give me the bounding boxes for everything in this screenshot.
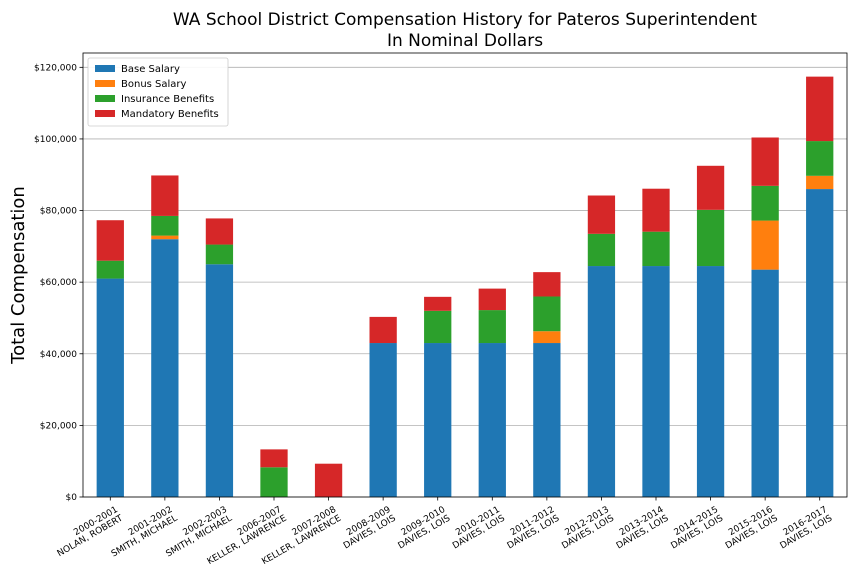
legend-label: Base Salary [121, 64, 180, 75]
bar-segment-base-salary [151, 239, 179, 497]
legend-swatch [95, 95, 115, 102]
bar-segment-insurance-benefits [96, 260, 124, 279]
y-tick-label: $0 [66, 493, 78, 503]
bar-segment-mandatory-benefits [587, 195, 616, 234]
bar-segment-insurance-benefits [478, 310, 506, 344]
bar-segment-insurance-benefits [205, 244, 234, 265]
bar-segment-mandatory-benefits [696, 165, 725, 210]
bar-segment-base-salary [205, 264, 234, 497]
bar-segment-bonus-salary [806, 175, 834, 190]
bar-segment-mandatory-benefits [751, 137, 779, 186]
bar-segment-mandatory-benefits [478, 288, 506, 311]
bar-segment-insurance-benefits [642, 231, 670, 267]
legend-label: Mandatory Benefits [121, 109, 219, 120]
plot-frame [82, 52, 848, 498]
bar-segment-base-salary [478, 343, 506, 497]
chart-title-line-1: WA School District Compensation History … [173, 10, 758, 30]
bar-segment-mandatory-benefits [151, 175, 179, 216]
bar-segment-mandatory-benefits [96, 220, 124, 261]
bar-segment-base-salary [696, 266, 725, 497]
y-tick-label: $120,000 [34, 63, 77, 73]
bars [96, 76, 834, 497]
bar-segment-insurance-benefits [696, 209, 725, 267]
bar-segment-mandatory-benefits [369, 316, 397, 344]
bar-segment-mandatory-benefits [533, 272, 561, 297]
y-tick-label: $100,000 [34, 135, 77, 145]
legend-swatch [95, 65, 115, 72]
chart-title-line-2: In Nominal Dollars [387, 31, 543, 51]
legend-label: Bonus Salary [121, 79, 187, 90]
bar-segment-insurance-benefits [587, 233, 616, 267]
bar-segment-base-salary [751, 269, 779, 497]
bar-segment-bonus-salary [533, 331, 561, 344]
bar-segment-mandatory-benefits [424, 296, 452, 311]
bar-segment-mandatory-benefits [806, 76, 834, 142]
legend-box [87, 57, 229, 127]
bar-segment-base-salary [424, 343, 452, 497]
bar-segment-insurance-benefits [806, 141, 834, 176]
y-axis-label: Total Compensation [8, 186, 29, 365]
bar-segment-insurance-benefits [424, 310, 452, 344]
bar-segment-base-salary [369, 343, 397, 497]
legend: Base Salary Bonus Salary Insurance Benefit… [87, 57, 229, 127]
bar-segment-insurance-benefits [151, 215, 179, 236]
legend-swatch [95, 80, 115, 87]
bar-segment-insurance-benefits [260, 467, 288, 497]
bar-segment-base-salary [587, 266, 616, 497]
y-tick-label: $60,000 [40, 278, 77, 288]
bar-segment-mandatory-benefits [260, 449, 288, 468]
y-tick-label: $20,000 [40, 421, 77, 431]
y-tick-label: $40,000 [40, 350, 77, 360]
legend-swatch [95, 110, 115, 117]
bar-segment-bonus-salary [151, 235, 179, 240]
bar-segment-mandatory-benefits [642, 188, 670, 232]
bar-segment-base-salary [533, 343, 561, 497]
bar-segment-base-salary [642, 266, 670, 497]
bar-segment-mandatory-benefits [205, 218, 234, 245]
bar-segment-mandatory-benefits [314, 463, 343, 497]
bar-segment-insurance-benefits [751, 185, 779, 221]
bar-segment-base-salary [806, 189, 834, 497]
bar-segment-base-salary [96, 278, 124, 497]
bar-segment-insurance-benefits [533, 296, 561, 332]
bar-segment-bonus-salary [751, 220, 779, 270]
legend-label: Insurance Benefits [121, 94, 214, 105]
gridlines [83, 66, 847, 498]
y-tick-label: $80,000 [40, 207, 77, 217]
y-axis-ticks: $0 $20,000 $40,000 $60,000 $80,000 $100,000 $1… [34, 63, 83, 503]
